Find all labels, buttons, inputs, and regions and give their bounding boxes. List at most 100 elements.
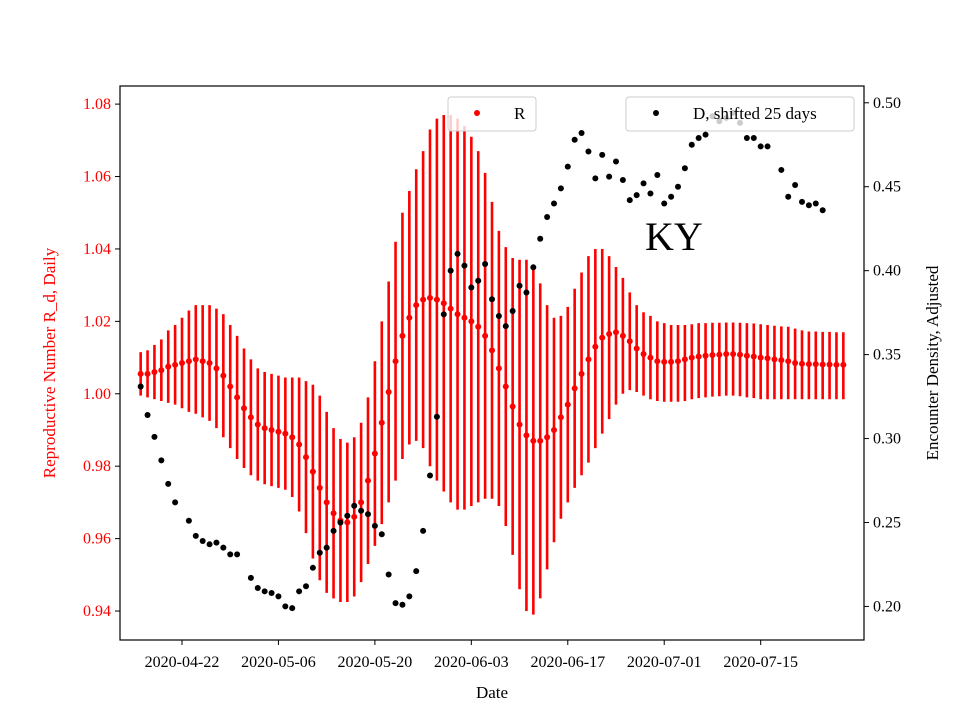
d-point: [337, 519, 344, 526]
d-point: [392, 600, 399, 607]
r-point: [516, 421, 523, 428]
r-point: [737, 351, 743, 358]
r-point: [227, 383, 234, 390]
r-point: [275, 428, 282, 435]
r-point: [799, 360, 805, 367]
r-point: [523, 432, 530, 439]
d-point: [351, 502, 358, 509]
y-left-tick-label: 1.08: [83, 96, 111, 113]
d-point: [192, 532, 199, 539]
d-point: [296, 588, 303, 595]
d-point: [778, 166, 785, 173]
d-point: [516, 282, 523, 289]
d-point: [585, 148, 592, 155]
r-point: [330, 510, 337, 517]
r-point: [537, 437, 544, 444]
r-point: [392, 358, 399, 365]
r-point: [695, 353, 702, 360]
r-point: [185, 358, 192, 365]
d-point: [537, 235, 544, 242]
d-point: [571, 136, 578, 143]
r-point: [303, 454, 309, 461]
d-point: [640, 180, 647, 187]
r-point: [730, 350, 737, 357]
d-point: [220, 544, 227, 551]
r-point: [282, 430, 289, 437]
d-point: [344, 512, 351, 519]
r-point: [234, 394, 241, 401]
d-point: [475, 277, 482, 284]
r-point: [668, 358, 675, 365]
x-tick-label: 2020-07-01: [627, 654, 702, 671]
d-point: [599, 151, 606, 158]
r-point: [702, 352, 709, 359]
d-point: [440, 311, 447, 318]
d-point: [406, 593, 413, 600]
x-tick-label: 2020-07-15: [723, 654, 798, 671]
r-point: [840, 361, 847, 368]
y-axis-left-title: Reproductive Number R_d, Daily: [40, 247, 59, 478]
r-point: [778, 357, 785, 364]
d-point: [385, 571, 392, 578]
d-point: [661, 200, 668, 207]
d-point: [757, 143, 764, 150]
y-left-tick-label: 0.94: [83, 603, 111, 620]
d-point: [799, 198, 805, 205]
d-point: [681, 165, 688, 172]
d-point: [254, 584, 261, 591]
d-point: [805, 202, 812, 209]
d-point: [468, 284, 475, 291]
d-point: [303, 583, 309, 590]
d-point: [523, 289, 530, 296]
d-point: [764, 143, 771, 150]
r-point: [819, 361, 826, 368]
d-point: [785, 193, 792, 200]
d-point: [647, 190, 654, 197]
r-point: [158, 367, 165, 374]
d-point: [530, 264, 537, 271]
legend-d-frame: [625, 96, 855, 132]
r-point: [420, 296, 427, 303]
r-point: [647, 354, 654, 361]
r-point: [771, 356, 778, 363]
d-point: [489, 296, 495, 303]
x-tick-label: 2020-05-20: [338, 654, 413, 671]
r-point: [406, 314, 413, 321]
r-point: [179, 360, 185, 366]
d-point: [564, 163, 571, 170]
d-point: [482, 260, 489, 267]
d-point: [695, 135, 702, 142]
r-point: [716, 351, 723, 358]
r-point: [757, 354, 764, 361]
d-point: [433, 413, 440, 420]
d-point: [158, 457, 165, 464]
d-point: [668, 193, 675, 200]
r-point: [654, 358, 661, 365]
r-point: [585, 356, 592, 363]
r-point: [447, 305, 454, 312]
x-axis-title: Date: [476, 683, 508, 702]
r-point: [592, 343, 599, 350]
r-point: [268, 426, 275, 433]
d-point: [234, 551, 241, 558]
x-tick-label: 2020-06-17: [530, 654, 605, 671]
d-point: [551, 200, 557, 207]
d-point: [495, 312, 502, 319]
d-point: [812, 200, 819, 207]
d-point: [399, 601, 406, 608]
y-right-tick-label: 0.20: [873, 598, 901, 615]
r-point: [619, 332, 626, 339]
r-point: [468, 318, 475, 325]
d-point: [275, 593, 282, 600]
y-axis-right-title: Encounter Density, Adjusted: [923, 265, 942, 460]
r-point: [461, 314, 468, 321]
y-left-tick-label: 1.02: [83, 313, 111, 330]
d-point: [213, 539, 220, 546]
r-point: [509, 403, 516, 410]
r-point: [192, 356, 199, 363]
d-point: [144, 412, 151, 419]
r-point: [785, 358, 792, 365]
r-point: [413, 302, 420, 309]
r-point: [206, 360, 213, 366]
